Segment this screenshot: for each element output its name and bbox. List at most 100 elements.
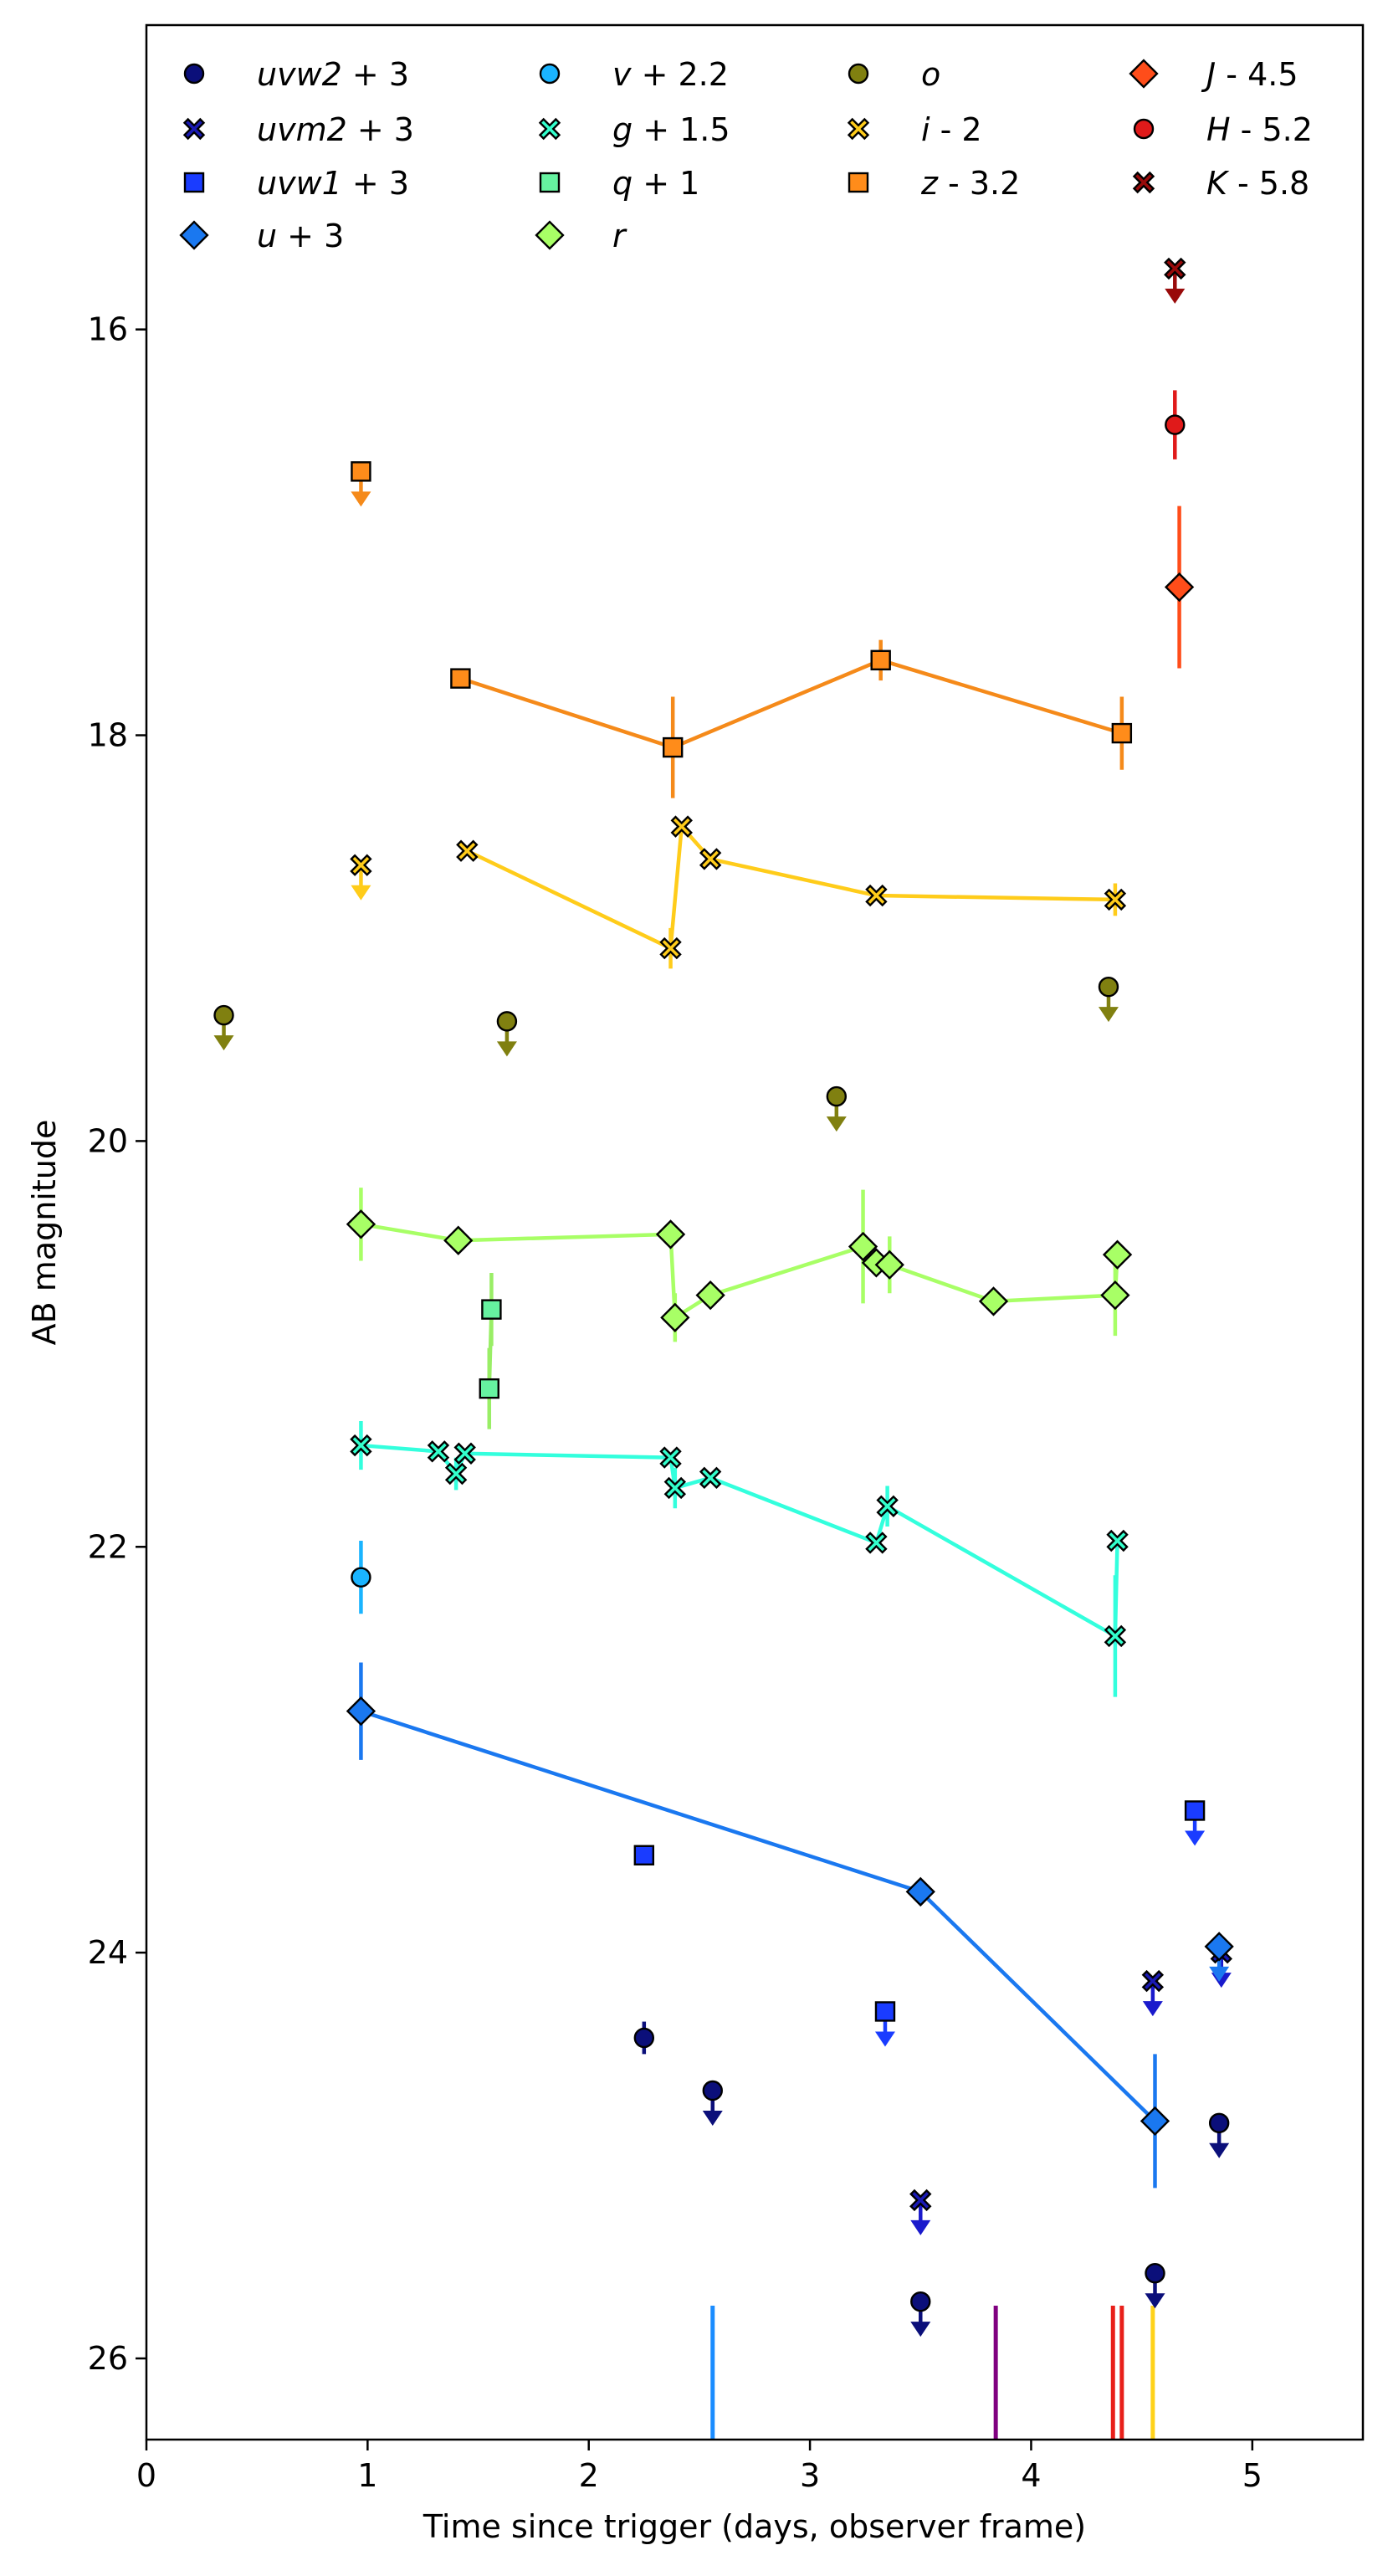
data-point-H xyxy=(1165,414,1186,435)
plot-frame xyxy=(145,23,1365,2441)
data-point-g xyxy=(663,1476,687,1500)
data-point-uvw1 xyxy=(633,1845,655,1865)
vertical-markers xyxy=(710,2305,1155,2440)
data-point-uvm2 xyxy=(909,2189,932,2212)
x-tick-label: 4 xyxy=(1021,2457,1041,2494)
data-point-r xyxy=(695,1280,725,1311)
legend-label-q: q + 1 xyxy=(612,165,699,202)
x-tick-label: 0 xyxy=(136,2457,156,2494)
legend-label-o: o xyxy=(921,56,940,93)
legend-marker-J xyxy=(1129,59,1159,89)
legend-label-uvw2: uvw2 + 3 xyxy=(257,56,409,93)
upper-limit-arrow-uvw1 xyxy=(1185,1830,1206,1846)
data-point-o xyxy=(496,1011,518,1032)
data-point-g xyxy=(444,1462,468,1486)
data-point-z xyxy=(450,668,471,689)
x-tick-label: 2 xyxy=(579,2457,599,2494)
data-point-o xyxy=(1098,976,1119,998)
data-point-uvw2 xyxy=(633,2027,655,2049)
legend-marker-K xyxy=(1132,171,1155,194)
data-point-uvw1 xyxy=(1184,1800,1206,1821)
upper-limit-arrow-o xyxy=(496,1041,517,1057)
data-point-v xyxy=(351,1567,371,1588)
data-point-r xyxy=(874,1250,904,1280)
data-point-g xyxy=(427,1440,450,1463)
data-point-z xyxy=(870,649,891,671)
data-point-i xyxy=(350,854,372,876)
data-point-q xyxy=(481,1299,502,1320)
upper-limit-arrow-uvm2 xyxy=(1142,2001,1163,2017)
data-point-r xyxy=(443,1225,474,1255)
axes: 0 1 2 3 4 5 16 18 20 22 24 26 xyxy=(88,23,1365,2494)
upper-limit-arrow-uvw2 xyxy=(702,2111,723,2127)
upper-limit-arrow-o xyxy=(1098,1007,1119,1023)
data-point-uvw1 xyxy=(874,2001,896,2022)
series-line-i xyxy=(466,824,1115,951)
legend-label-H: H - 5.2 xyxy=(1206,111,1313,148)
legend-marker-v xyxy=(539,63,561,85)
upper-limit-arrow-uvw2 xyxy=(910,2322,931,2337)
legend-label-uvw1: uvw1 + 3 xyxy=(257,165,409,202)
y-tick-label: 16 xyxy=(88,311,128,348)
data-point-J xyxy=(1164,572,1195,603)
data-point-r xyxy=(660,1302,690,1332)
upper-limit-arrow-uvm2 xyxy=(910,2219,931,2235)
data-point-g xyxy=(865,1532,888,1554)
x-axis-label: Time since trigger (days, observer frame… xyxy=(423,2508,1086,2545)
upper-limit-arrow-i xyxy=(351,885,371,901)
data-point-uvw2 xyxy=(702,2080,723,2101)
legend: uvw2 + 3 uvm2 + 3 uvw1 + 3 u + 3 v + 2.2 g + … xyxy=(179,56,1313,254)
data-point-q xyxy=(479,1378,499,1399)
data-point-r xyxy=(848,1231,878,1262)
x-tick-label: 5 xyxy=(1242,2457,1263,2494)
data-point-u xyxy=(1140,2106,1170,2137)
data-point-z xyxy=(351,461,371,482)
data-point-uvw2 xyxy=(910,2291,931,2312)
legend-marker-i xyxy=(847,117,870,141)
data-point-i xyxy=(456,839,479,862)
data-point-r xyxy=(1102,1239,1133,1270)
data-points xyxy=(213,257,1234,2312)
data-point-r xyxy=(346,1209,376,1239)
legend-marker-z xyxy=(848,172,869,193)
legend-marker-H xyxy=(1133,118,1155,140)
error-bars xyxy=(213,273,1232,2337)
legend-marker-uvm2 xyxy=(182,117,206,141)
data-point-uvm2 xyxy=(1141,1969,1165,1993)
data-point-uvw2 xyxy=(1208,2112,1230,2133)
legend-marker-g xyxy=(538,117,561,141)
legend-label-z: z - 3.2 xyxy=(920,165,1020,202)
data-point-z xyxy=(662,736,684,758)
x-tick-label: 1 xyxy=(357,2457,377,2494)
legend-marker-uvw2 xyxy=(183,63,205,85)
data-point-i xyxy=(699,848,722,870)
upper-limit-arrow-uvw2 xyxy=(1145,2293,1165,2309)
data-point-o xyxy=(826,1085,848,1107)
upper-limit-arrow-u xyxy=(1209,1966,1230,1982)
y-tick-label: 22 xyxy=(88,1528,128,1565)
data-point-i xyxy=(865,884,888,907)
y-tick-label: 20 xyxy=(88,1122,128,1159)
upper-limit-arrow-uvw2 xyxy=(1209,2142,1230,2158)
upper-limit-arrow-o xyxy=(826,1116,847,1132)
data-point-g xyxy=(350,1434,372,1457)
data-point-g xyxy=(659,1446,682,1469)
legend-label-v: v + 2.2 xyxy=(612,56,729,93)
upper-limit-arrow-z xyxy=(351,491,371,507)
data-point-uvw2 xyxy=(1145,2263,1165,2284)
legend-label-i: i - 2 xyxy=(921,111,982,148)
data-point-g xyxy=(1106,1529,1129,1552)
legend-label-r: r xyxy=(612,218,627,254)
y-tick-label: 24 xyxy=(88,1934,128,1971)
legend-label-g: g + 1.5 xyxy=(612,111,730,148)
data-point-i xyxy=(670,815,693,838)
y-tick-label: 26 xyxy=(88,2340,128,2377)
data-point-r xyxy=(655,1219,686,1250)
legend-label-J: J - 4.5 xyxy=(1201,56,1298,93)
upper-limit-arrow-K xyxy=(1165,288,1186,304)
data-point-r xyxy=(1100,1280,1130,1311)
series-line-z xyxy=(459,658,1123,750)
legend-marker-uvw1 xyxy=(183,172,205,193)
legend-marker-u xyxy=(179,220,209,250)
